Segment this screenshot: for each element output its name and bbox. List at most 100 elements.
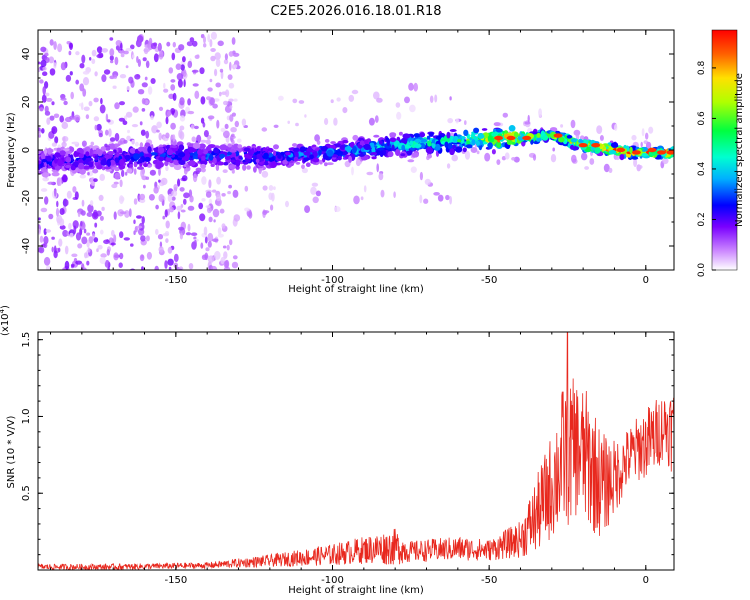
- chart-title: C2E5.2026.016.18.01.R18: [270, 4, 441, 19]
- heatmap-cell: [99, 215, 104, 221]
- heatmap-cell: [185, 232, 192, 236]
- heatmap-cell: [455, 118, 460, 124]
- heatmap-cell: [222, 169, 228, 174]
- heatmap-cell: [229, 164, 236, 170]
- heatmap-cell: [40, 59, 47, 68]
- heatmap-cell: [376, 147, 385, 151]
- heatmap-cell: [506, 135, 516, 141]
- heatmap-cell: [427, 140, 432, 147]
- heatmap-cell: [648, 126, 654, 134]
- heatmap-cell: [146, 251, 152, 260]
- heatmap-cell: [208, 216, 213, 223]
- heatmap-cell: [131, 124, 139, 128]
- heatmap-cell: [229, 105, 233, 109]
- heatmap-cell: [330, 99, 334, 104]
- heatmap-cell: [657, 150, 666, 155]
- heatmap-cell: [311, 182, 319, 187]
- heatmap-cell: [40, 153, 46, 160]
- heatmap-cell: [292, 147, 300, 152]
- heatmap-cell: [398, 131, 403, 136]
- heatmap-cell: [133, 230, 136, 235]
- heatmap-cell: [99, 257, 106, 264]
- heatmap-cell: [227, 74, 233, 80]
- heatmap-cell: [449, 148, 455, 156]
- heatmap-cell: [471, 139, 476, 145]
- heatmap-cell: [619, 154, 625, 161]
- heatmap-cell: [404, 96, 410, 104]
- heatmap-cell: [437, 194, 444, 202]
- heatmap-cell: [180, 64, 185, 71]
- heatmap-cell: [333, 117, 338, 126]
- heatmap-cell: [631, 134, 637, 141]
- heatmap-cell: [133, 198, 138, 205]
- heatmap-cell: [164, 209, 168, 218]
- heatmap-cell: [53, 62, 57, 69]
- heatmap-cell: [203, 36, 206, 44]
- y-tick-label: 0: [21, 147, 32, 153]
- heatmap-cell: [114, 157, 120, 164]
- y-multiplier: (x104): [0, 305, 11, 336]
- heatmap-cell: [463, 129, 469, 136]
- heatmap-cell: [550, 154, 557, 163]
- heatmap-cell: [159, 154, 166, 158]
- heatmap-cell: [204, 236, 208, 244]
- heatmap-cell: [589, 158, 595, 165]
- heatmap-cell: [201, 155, 206, 161]
- heatmap-cell: [158, 50, 164, 60]
- heatmap-cell: [363, 185, 367, 193]
- heatmap-cell: [124, 210, 130, 218]
- heatmap-cell: [314, 134, 320, 142]
- heatmap-cell: [293, 156, 299, 162]
- heatmap-cell: [93, 178, 98, 183]
- heatmap-cell: [212, 157, 217, 164]
- heatmap-cell: [445, 194, 450, 201]
- heatmap-cell: [70, 263, 75, 268]
- spectrogram-panel: -150 -100 -50 0 -40 -20 0 20 40 Height of strai…: [6, 29, 675, 295]
- heatmap-cell: [637, 164, 643, 170]
- heatmap-cell: [457, 139, 462, 143]
- heatmap-cell: [171, 145, 178, 149]
- heatmap-cell: [303, 157, 310, 161]
- heatmap-cell: [227, 191, 232, 195]
- heatmap-cell: [403, 144, 412, 149]
- heatmap-cell: [216, 119, 220, 129]
- heatmap-cell: [111, 229, 115, 237]
- heatmap-cell: [244, 207, 250, 212]
- heatmap-cell: [173, 184, 178, 190]
- heatmap-cell: [183, 167, 188, 175]
- heatmap-cell: [261, 170, 269, 178]
- heatmap-cell: [107, 119, 111, 123]
- heatmap-cell: [253, 166, 257, 173]
- heatmap-cell: [158, 179, 161, 183]
- heatmap-cell: [119, 231, 124, 239]
- heatmap-cell: [231, 37, 236, 45]
- heatmap-cell: [63, 100, 68, 106]
- heatmap-cell: [411, 152, 419, 158]
- heatmap-cell: [446, 131, 451, 139]
- heatmap-cell: [229, 239, 233, 246]
- heatmap-cell: [511, 157, 516, 161]
- heatmap-cell: [141, 216, 145, 225]
- heatmap-cell: [77, 211, 81, 218]
- heatmap-cell: [243, 161, 249, 165]
- heatmap-cell: [49, 115, 55, 121]
- heatmap-cell: [273, 144, 279, 150]
- heatmap-cell: [508, 125, 516, 132]
- heatmap-cell: [43, 256, 51, 266]
- heatmap-cell: [143, 48, 150, 53]
- heatmap-cell: [216, 194, 221, 202]
- heatmap-cell: [200, 139, 208, 143]
- heatmap-cell: [223, 59, 229, 65]
- heatmap-cell: [449, 195, 452, 205]
- heatmap-cell: [71, 253, 78, 258]
- heatmap-cell: [493, 122, 501, 127]
- heatmap-cell: [41, 172, 50, 178]
- heatmap-cell: [231, 169, 235, 174]
- x-tick-label: 0: [643, 575, 649, 586]
- heatmap-cell: [413, 143, 422, 148]
- heatmap-cell: [491, 132, 498, 137]
- heatmap-cell: [72, 186, 77, 193]
- heatmap-cell: [54, 152, 62, 159]
- heatmap-cell: [212, 208, 220, 218]
- heatmap-cell: [487, 142, 493, 150]
